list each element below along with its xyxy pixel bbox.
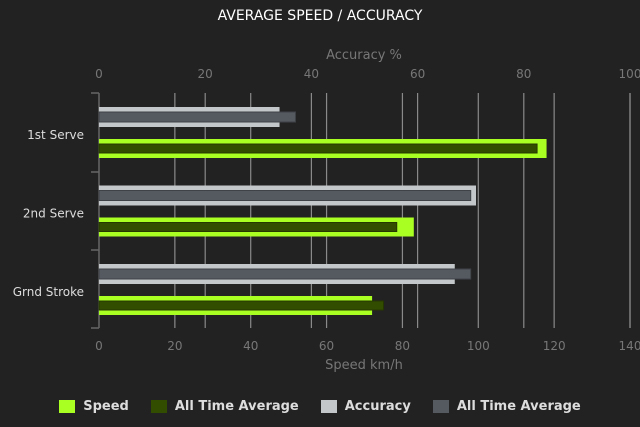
tick-label-speed: 40 — [243, 339, 258, 353]
tick-label-accuracy: 0 — [95, 67, 103, 81]
legend-swatch — [320, 400, 337, 413]
tick-label-accuracy: 40 — [304, 67, 319, 81]
bar-accuracy-all-time-average — [98, 111, 296, 123]
category-label: 2nd Serve — [23, 207, 84, 221]
legend-label: Speed — [83, 399, 129, 414]
legend-item[interactable]: Accuracy — [320, 399, 411, 414]
bar-accuracy-all-time-average — [98, 268, 472, 280]
legend-item[interactable]: All Time Average — [432, 399, 581, 414]
legend-item[interactable]: All Time Average — [150, 399, 299, 414]
legend-item[interactable]: Speed — [59, 399, 129, 414]
tick-label-speed: 60 — [319, 339, 334, 353]
bar-speed-all-time-average — [98, 143, 538, 154]
tick-label-speed: 20 — [167, 339, 182, 353]
legend-swatch — [150, 400, 167, 413]
tick-label-accuracy: 20 — [198, 67, 213, 81]
legend-swatch — [59, 400, 76, 413]
bar-speed-all-time-average — [98, 300, 384, 311]
chart-title: AVERAGE SPEED / ACCURACY — [217, 8, 423, 24]
tick-label-speed: 140 — [619, 339, 640, 353]
category-label: Grnd Stroke — [13, 285, 84, 299]
top-axis-label: Accuracy % — [326, 48, 402, 63]
bar-speed-all-time-average — [98, 222, 398, 232]
bar-accuracy-all-time-average — [98, 190, 472, 201]
legend-swatch — [432, 400, 449, 413]
tick-label-speed: 120 — [543, 339, 566, 353]
legend-label: Accuracy — [344, 399, 411, 414]
tick-label-accuracy: 100 — [619, 67, 640, 81]
tick-label-speed: 100 — [467, 339, 490, 353]
tick-label-speed: 80 — [395, 339, 410, 353]
legend-label: All Time Average — [456, 399, 581, 414]
tick-label-accuracy: 80 — [516, 67, 531, 81]
category-label: 1st Serve — [27, 128, 84, 142]
tick-label-speed: 0 — [95, 339, 103, 353]
tick-label-accuracy: 60 — [410, 67, 425, 81]
legend-label: All Time Average — [174, 399, 299, 414]
bottom-axis-label: Speed km/h — [325, 358, 403, 373]
legend: Speed All Time Average Accuracy All Time Av… — [0, 399, 640, 414]
